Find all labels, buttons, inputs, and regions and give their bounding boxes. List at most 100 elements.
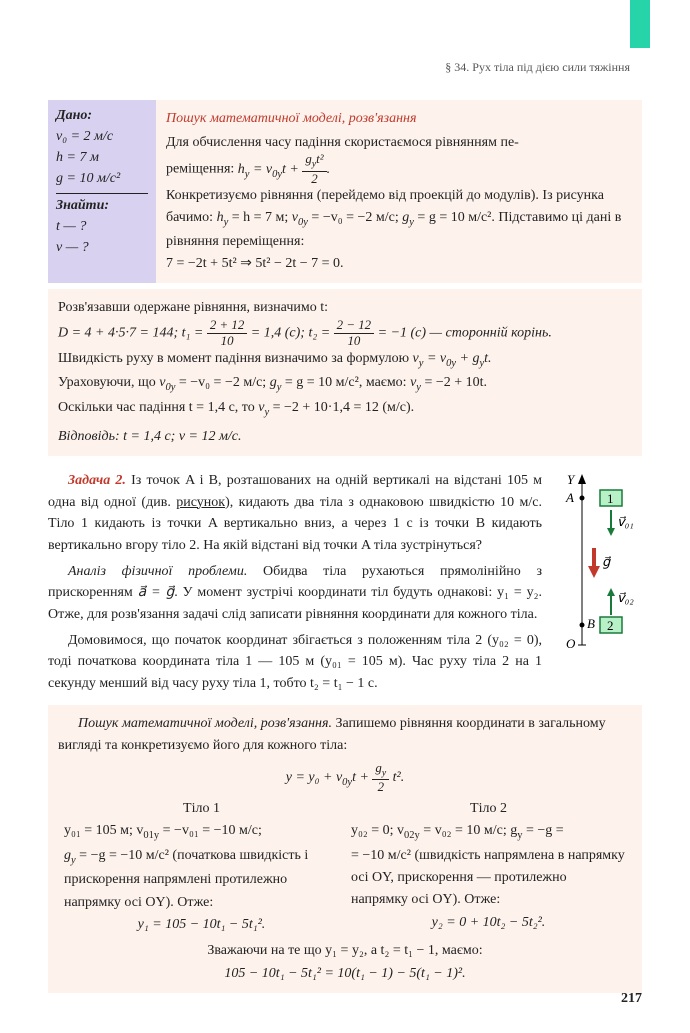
- t: Оскільки час падіння t = 1,4 с, то: [58, 400, 258, 415]
- t: 10: [207, 334, 247, 348]
- col1: Тіло 1 y₀₁ = 105 м; v01y = −v₀₁ = −10 м/…: [58, 798, 345, 937]
- t: = −2 + 10t.: [421, 375, 487, 390]
- find-v: v — ?: [56, 237, 148, 258]
- answer-line: Відповідь: t = 1,4 с; v = 12 м/с.: [58, 426, 632, 448]
- t: y₀₂ = 0; v: [351, 823, 404, 838]
- sol-line1b: реміщення: hy = v0yt + gyt²2.: [166, 153, 632, 185]
- t: y₁ = 105 − 10t₁ − 5t₁².: [138, 917, 266, 932]
- given-heading: Дано:: [56, 108, 148, 124]
- problem1-block: Дано: v₀ = 2 м/с h = 7 м g = 10 м/с² Зна…: [48, 100, 642, 283]
- sol-line1: Для обчислення часу падіння скористаємос…: [166, 132, 632, 154]
- t: Ураховуючи, що: [58, 375, 159, 390]
- solve-t: Розв'язавши одержане рівняння, визначимо…: [58, 297, 632, 319]
- t: D = 4 + 4·5·7 = 144;: [58, 326, 182, 341]
- t: y₀₁ = 105 м; v: [64, 823, 143, 838]
- t: y₂ = 0 + 10t₂ − 5t₂².: [432, 915, 546, 930]
- final-calc-line: Оскільки час падіння t = 1,4 с, то vy = …: [58, 397, 632, 422]
- label-B: B: [587, 616, 595, 631]
- given-v0: v₀ = 2 м/с: [56, 126, 148, 147]
- col2-l2: = −10 м/с² (швидкість напрямлена в напря…: [351, 845, 626, 912]
- solution-heading: Пошук математичної моделі, розв'язання: [166, 108, 632, 130]
- t: t.: [484, 351, 491, 366]
- v02-label: v⃗₀₂: [617, 590, 634, 605]
- t: + g: [456, 351, 479, 366]
- t: Швидкість руху в момент падіння визначим…: [58, 351, 413, 366]
- eq1: hy = v0yt + gyt²2.: [238, 162, 330, 177]
- t: 0y: [298, 217, 308, 228]
- t: t₂ =: [308, 326, 333, 341]
- figure-link: рисунок: [176, 495, 225, 510]
- col1-l2: gy = −g = −10 м/с² (початкова швидкість …: [64, 845, 339, 914]
- label-A: A: [565, 490, 574, 505]
- diagram-svg: Y A 1 v⃗₀₁ g⃗ v⃗₀₂ B 2 O: [552, 470, 642, 670]
- t: y = y₀ + v: [286, 770, 342, 785]
- col1-eq: y₁ = 105 − 10t₁ − 5t₁².: [64, 914, 339, 936]
- t: 0y: [165, 382, 175, 393]
- t: y: [382, 767, 386, 778]
- t: a⃗ = g⃗: [138, 585, 175, 600]
- t: 02y: [404, 830, 420, 841]
- label-O: O: [566, 636, 576, 651]
- t: = v: [249, 162, 272, 177]
- find-t: t — ?: [56, 216, 148, 237]
- t: 0y: [446, 358, 456, 369]
- t: h: [238, 162, 245, 177]
- discriminant-line: D = 4 + 4·5·7 = 144; t₁ = 2 + 1210 = 1,4…: [58, 319, 632, 348]
- col2-eq: y₂ = 0 + 10t₂ − 5t₂².: [351, 912, 626, 934]
- t: 2: [302, 172, 326, 186]
- substitute-line: Ураховуючи, що v0y = −v₀ = −2 м/с; gy = …: [58, 372, 632, 397]
- v01-label: v⃗₀₁: [617, 514, 634, 529]
- solution-text: Пошук математичної моделі, розв'язання Д…: [156, 100, 642, 283]
- t: 10: [334, 334, 374, 348]
- col1-l1: y₀₁ = 105 м; v01y = −v₀₁ = −10 м/с;: [64, 820, 339, 845]
- general-eq: y = y₀ + v0yt + gy2 t².: [58, 762, 632, 794]
- t: 0y: [272, 168, 282, 179]
- text: = −v₀ = −2 м/с;: [308, 210, 402, 225]
- col2: Тіло 2 y₀₂ = 0; v02y = v₀₂ = 10 м/с; gy …: [345, 798, 632, 937]
- box2-label: 2: [607, 618, 614, 633]
- t: 2 + 12: [207, 319, 247, 334]
- analysis-heading: Аналіз фізичної проблеми.: [68, 564, 247, 579]
- t: = v₀₂ = 10 м/с; g: [420, 823, 517, 838]
- t: 01y: [143, 830, 159, 841]
- t: = 1,4 (с);: [247, 326, 308, 341]
- given-g: g = 10 м/с²: [56, 168, 148, 189]
- text: Для обчислення часу падіння скористаємос…: [166, 135, 519, 150]
- problem2-block: Задача 2. Із точок A і B, розташованих н…: [48, 470, 642, 695]
- given-panel: Дано: v₀ = 2 м/с h = 7 м g = 10 м/с² Зна…: [48, 100, 156, 283]
- t: .: [327, 162, 331, 177]
- col1-title: Тіло 1: [64, 798, 339, 820]
- text: реміщення:: [166, 162, 238, 177]
- sol-line2: Конкретизуємо рівняння (перейдемо від пр…: [166, 185, 632, 252]
- final-eq: 105 − 10t₁ − 5t₁² = 10(t₁ − 1) − 5(t₁ − …: [58, 963, 632, 985]
- t: 0y: [342, 777, 352, 788]
- t: = −1 (с) — сторонній корінь.: [374, 326, 552, 341]
- t: t +: [352, 770, 372, 785]
- problem2-text: Задача 2. Із точок A і B, розташованих н…: [48, 470, 542, 695]
- t: = −g =: [522, 823, 563, 838]
- solution2-block: Пошук математичної моделі, розв'язання. …: [48, 705, 642, 993]
- t: g: [64, 848, 71, 863]
- t: = −v₀ = −2 м/с;: [175, 375, 269, 390]
- given-divider: [56, 193, 148, 194]
- t: t₁ =: [182, 326, 207, 341]
- block2-heading: Пошук математичної моделі, розв'язання.: [78, 716, 332, 731]
- velocity-line: Швидкість руху в момент падіння визначим…: [58, 348, 632, 373]
- problem2-p3: Домовимося, що початок координат збігаєт…: [48, 630, 542, 695]
- label-Y: Y: [567, 472, 576, 487]
- problem2-label: Задача 2.: [68, 473, 126, 488]
- g-label: g⃗: [602, 554, 611, 569]
- find-heading: Знайти:: [56, 198, 148, 214]
- t: h: [217, 210, 224, 225]
- section-header: § 34. Рух тіла під дією сили тяжіння: [445, 60, 630, 75]
- problem1-continuation: Розв'язавши одержане рівняння, визначимо…: [48, 289, 642, 456]
- t: = v: [423, 351, 446, 366]
- t: 2: [372, 780, 389, 794]
- page-content: Дано: v₀ = 2 м/с h = 7 м g = 10 м/с² Зна…: [0, 0, 690, 1033]
- combine-text: Зважаючи на те що y₁ = y₂, а t₂ = t₁ − 1…: [58, 940, 632, 962]
- t: t²: [316, 152, 323, 166]
- t: = g = 10 м/с², маємо:: [281, 375, 410, 390]
- t: 2 − 12: [334, 319, 374, 334]
- col2-title: Тіло 2: [351, 798, 626, 820]
- t: t +: [282, 162, 302, 177]
